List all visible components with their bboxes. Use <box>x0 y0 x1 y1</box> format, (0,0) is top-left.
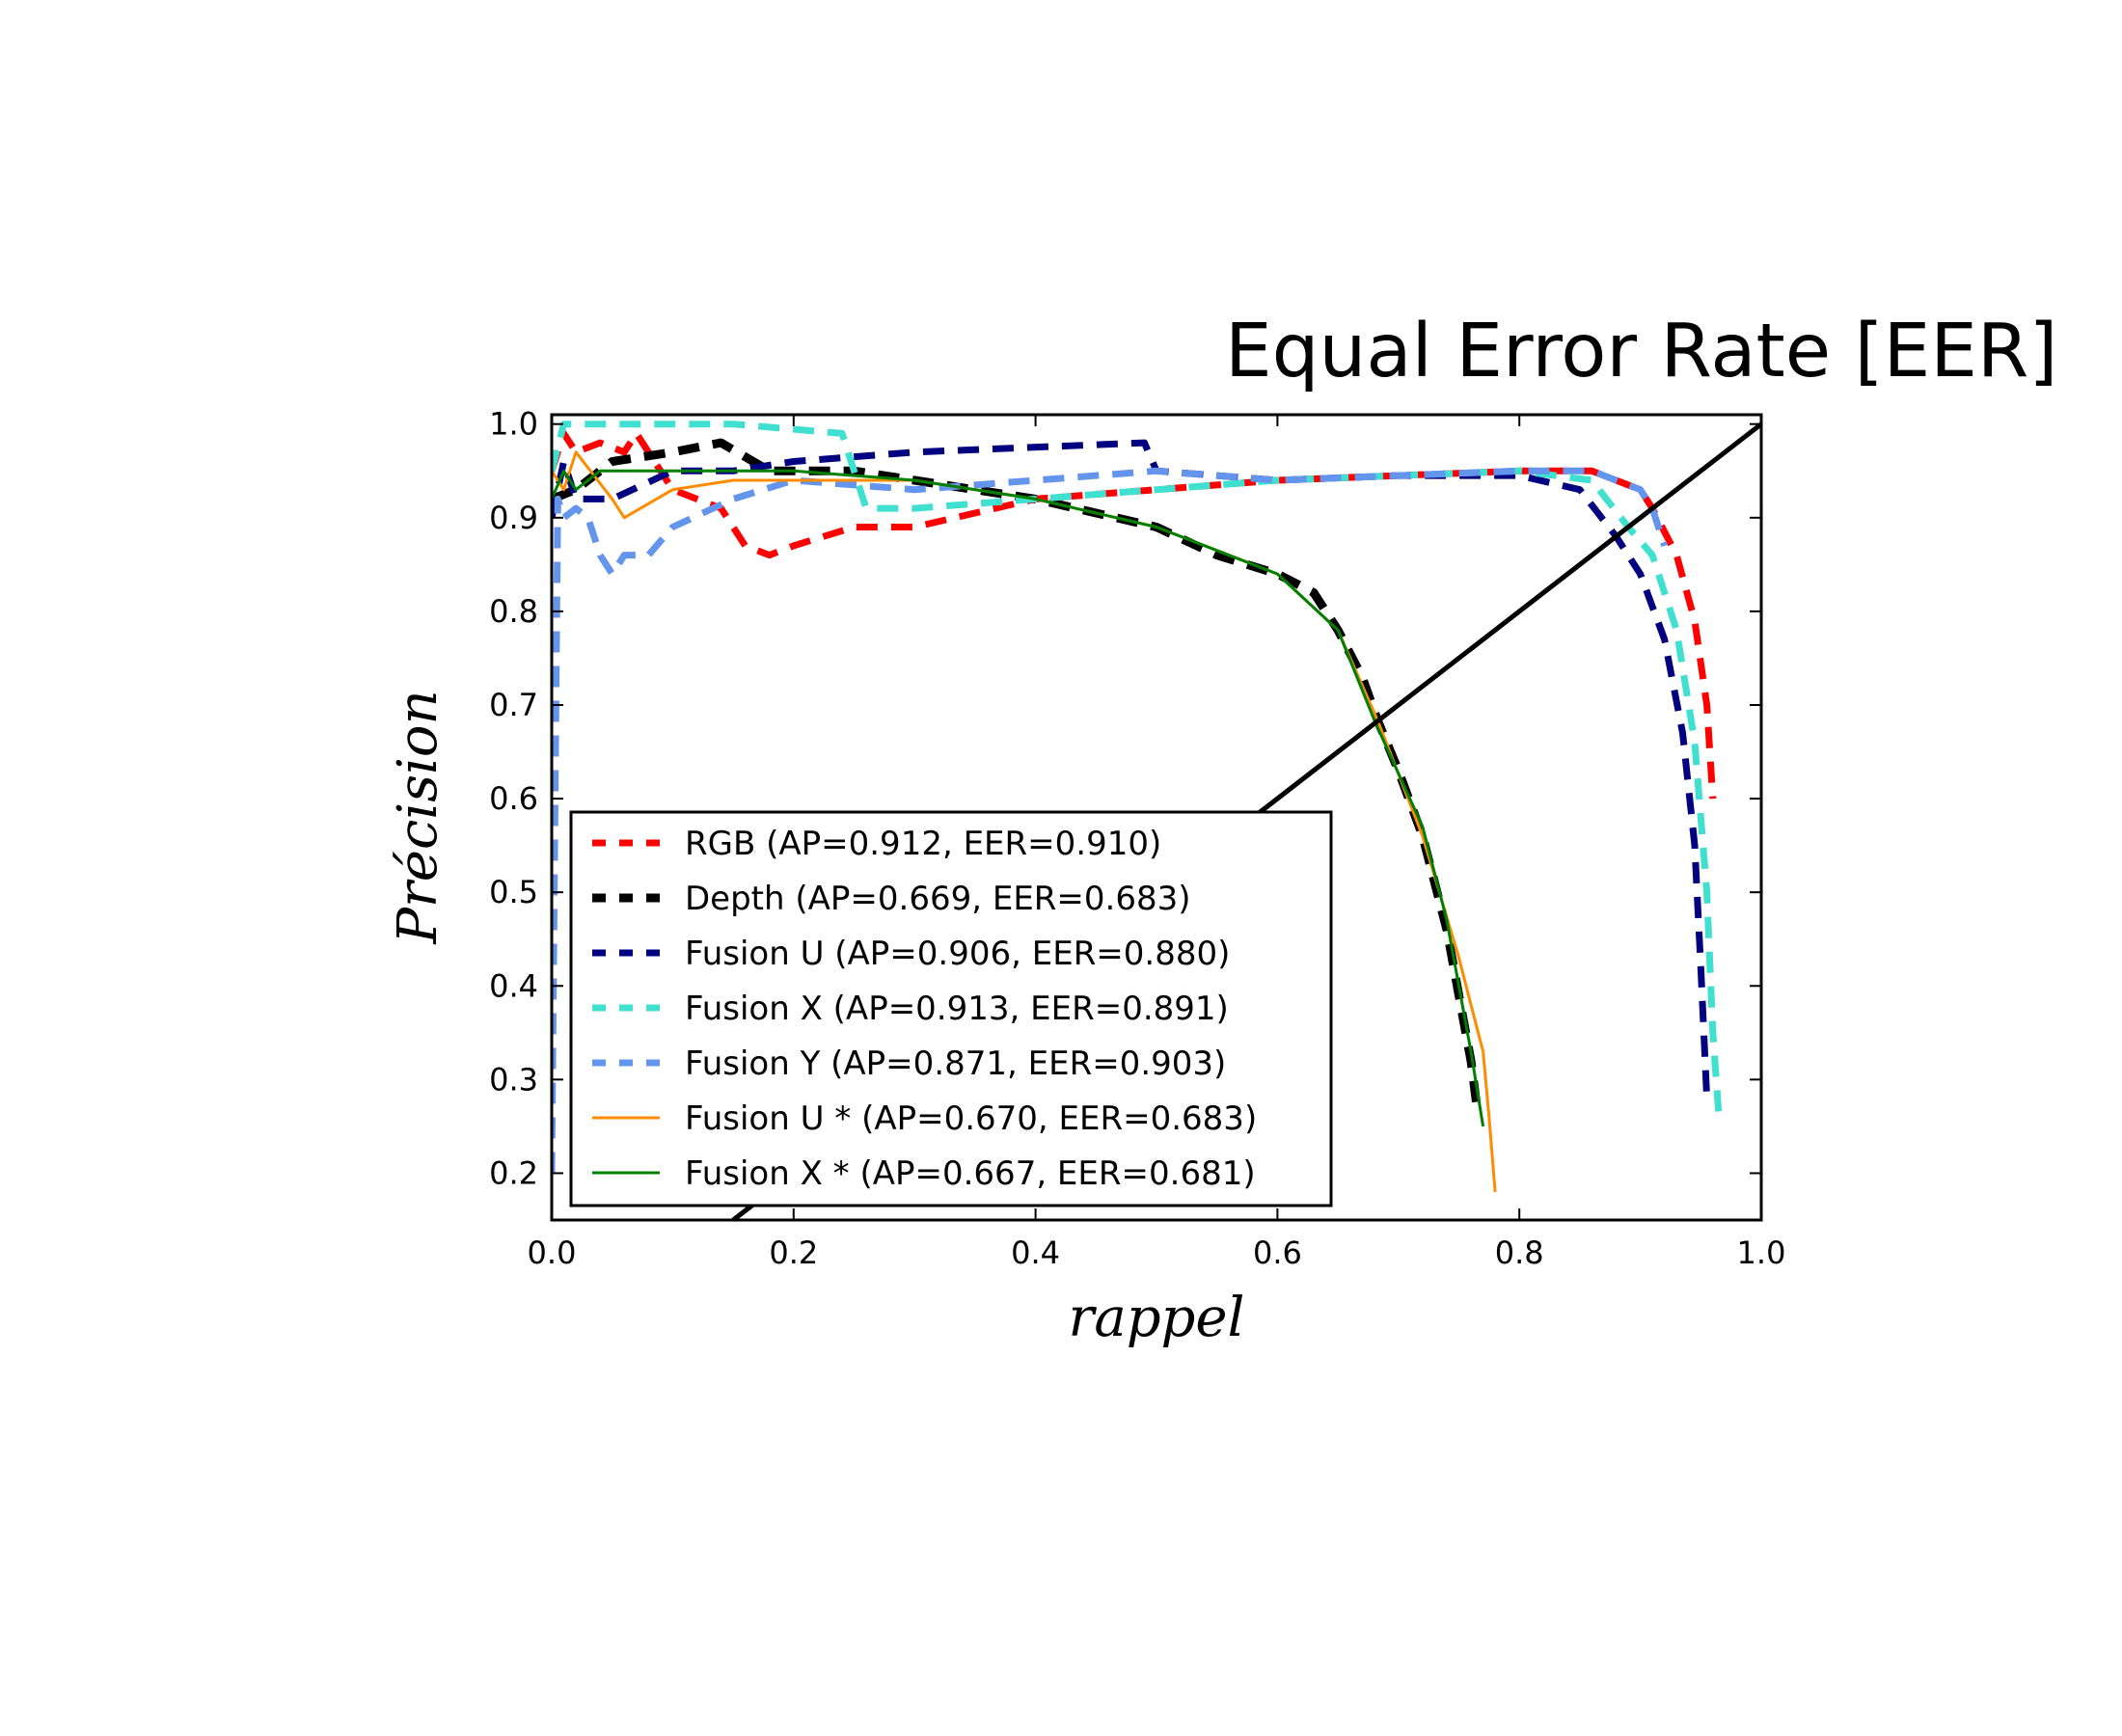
legend-label: Fusion U * (AP=0.670, EER=0.683) <box>685 1099 1257 1138</box>
y-tick-label: 0.8 <box>489 593 538 630</box>
plot-area: RGB (AP=0.912, EER=0.910) Depth (AP=0.669… <box>489 406 1785 1271</box>
eer-annotation-title: Equal Error Rate [EER] <box>1225 309 2057 394</box>
y-tick-label: 0.7 <box>489 687 538 723</box>
y-axis-label: Précision <box>387 690 449 944</box>
legend-label: Fusion X * (AP=0.667, EER=0.681) <box>685 1154 1256 1193</box>
x-tick-label: 0.4 <box>1011 1234 1060 1271</box>
x-tick-label: 0.8 <box>1495 1234 1544 1271</box>
axes-frame <box>550 413 1763 1222</box>
x-axis-label: rappel <box>1069 1287 1245 1349</box>
legend-label: Fusion Y (AP=0.871, EER=0.903) <box>685 1044 1226 1083</box>
ticks: 0.0 0.2 0.4 0.6 0.8 1.0 0.2 0.3 0.4 0.5 0.6 0.7 0.8 0… <box>489 406 1785 1271</box>
y-tick-label: 0.6 <box>489 780 538 817</box>
legend-label: RGB (AP=0.912, EER=0.910) <box>685 825 1161 863</box>
y-tick-label: 0.5 <box>489 874 538 910</box>
series-line-3 <box>552 439 1711 1099</box>
legend-label: Fusion X (AP=0.913, EER=0.891) <box>685 990 1229 1028</box>
legend-box <box>569 810 1333 1207</box>
x-tick-label: 1.0 <box>1737 1234 1786 1271</box>
y-tick-label: 0.4 <box>489 967 538 1004</box>
series-line-7 <box>552 469 1485 1127</box>
y-tick-label: 0.3 <box>489 1061 538 1098</box>
y-tick-label: 0.9 <box>489 500 538 536</box>
series-line-2 <box>552 438 1482 1109</box>
y-tick-label: 0.2 <box>489 1154 538 1191</box>
x-tick-label: 0.2 <box>769 1234 818 1271</box>
legend-label: Fusion U (AP=0.906, EER=0.880) <box>685 935 1230 973</box>
y-tick-label: 1.0 <box>489 406 538 443</box>
x-tick-label: 0.0 <box>528 1234 577 1271</box>
legend: RGB (AP=0.912, EER=0.910) Depth (AP=0.669… <box>569 810 1333 1207</box>
legend-label: Depth (AP=0.669, EER=0.683) <box>685 880 1191 918</box>
series-line-4 <box>552 420 1723 1118</box>
x-tick-label: 0.6 <box>1253 1234 1302 1271</box>
